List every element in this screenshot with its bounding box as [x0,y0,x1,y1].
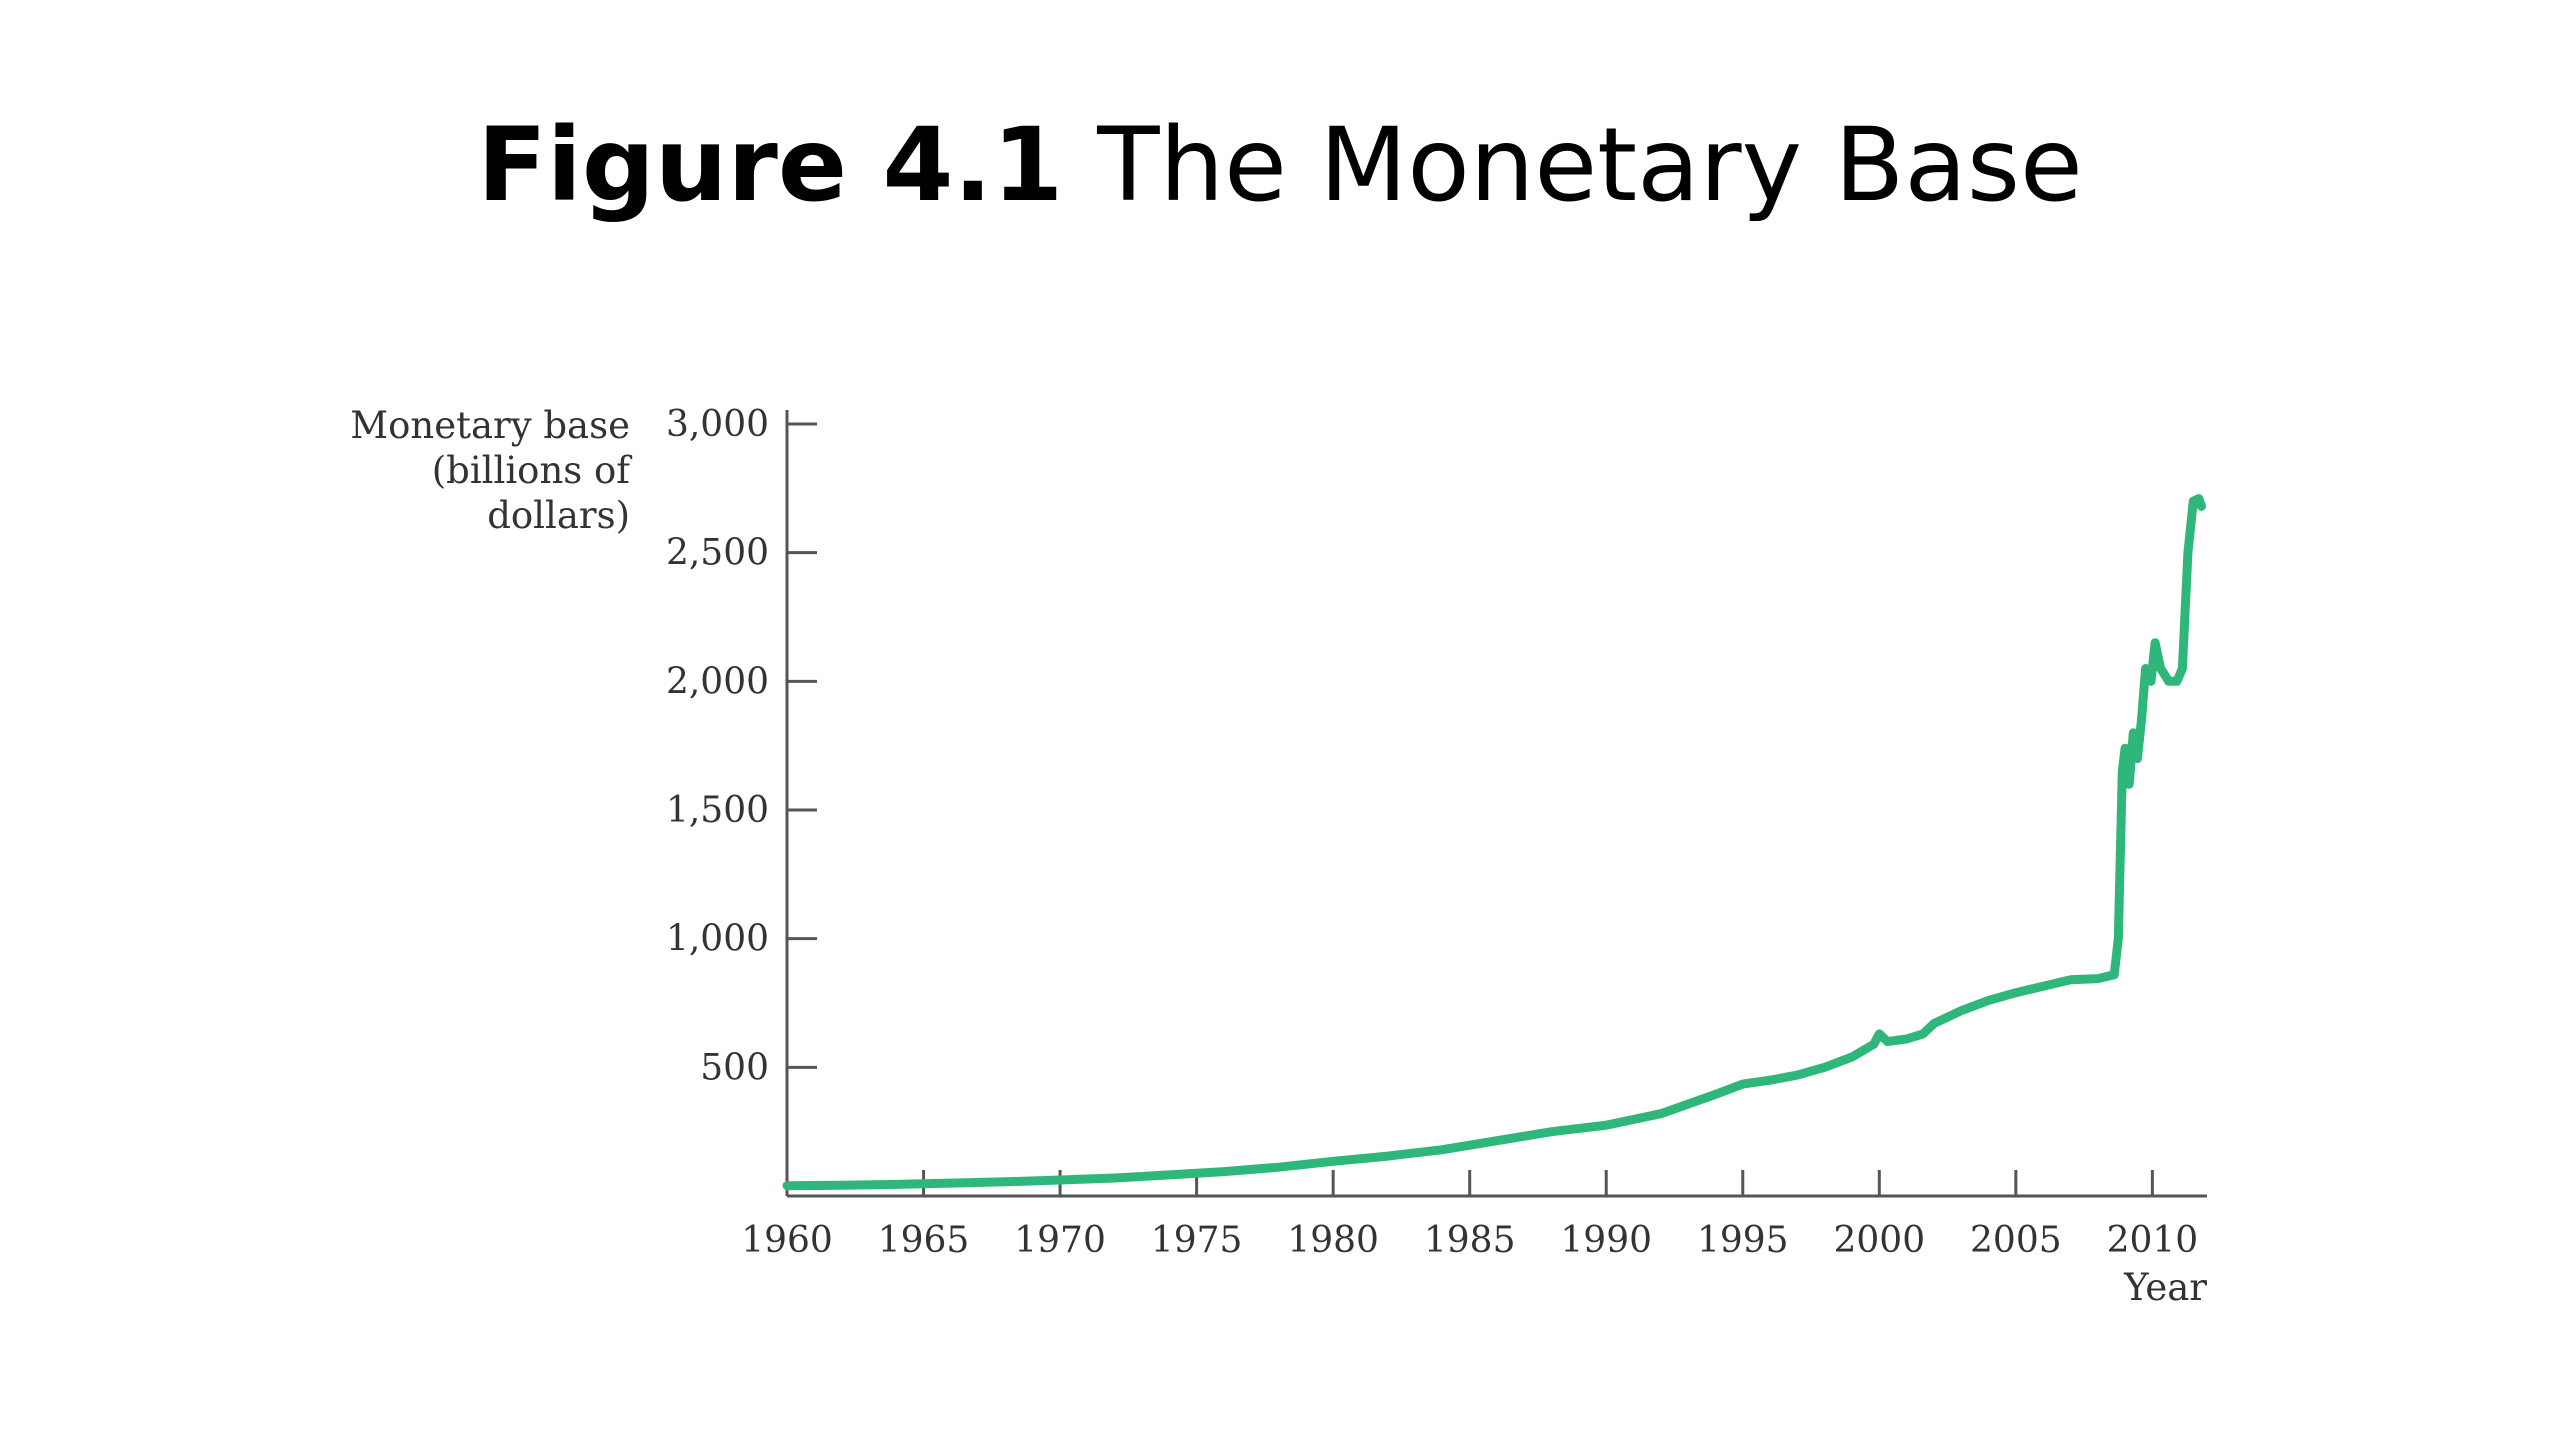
x-tick-label: 1980 [1287,1220,1379,1261]
x-axis-title: Year [2123,1266,2207,1309]
x-tick-label: 2010 [2107,1220,2199,1261]
figure-name: The Monetary Base [1097,106,2083,225]
y-tick-label: 3,000 [666,404,769,445]
x-tick-label: 1960 [741,1220,833,1261]
x-tick-label: 1970 [1014,1220,1106,1261]
x-tick-label: 1990 [1560,1220,1652,1261]
x-tick-label: 1995 [1697,1220,1789,1261]
y-axis-label-line: Monetary base [350,404,630,447]
x-tick-label: 1985 [1424,1220,1516,1261]
x-axis-label: Year [2123,1266,2207,1309]
x-tick-label: 2005 [1970,1220,2062,1261]
y-tick-label: 1,000 [666,919,769,960]
data-series [782,494,2206,1191]
page-title: Figure 4.1 The Monetary Base [0,115,2560,217]
x-tick-label: 1965 [878,1220,970,1261]
figure-number: Figure 4.1 [477,106,1064,225]
y-axis-label-line: (billions of [432,449,633,492]
y-tick-label: 1,500 [666,790,769,831]
chart-axes: 500 1,000 1,500 2,000 2,500 3,000 1960 1965 1970… [666,404,2207,1261]
series-line [782,494,2206,1191]
x-tick-label: 1975 [1151,1220,1243,1261]
y-tick-label: 2,500 [666,533,769,574]
x-tick-label: 2000 [1833,1220,1925,1261]
y-tick-label: 2,000 [666,661,769,702]
y-axis-label-line: dollars) [487,494,630,537]
y-tick-label: 500 [700,1047,769,1088]
